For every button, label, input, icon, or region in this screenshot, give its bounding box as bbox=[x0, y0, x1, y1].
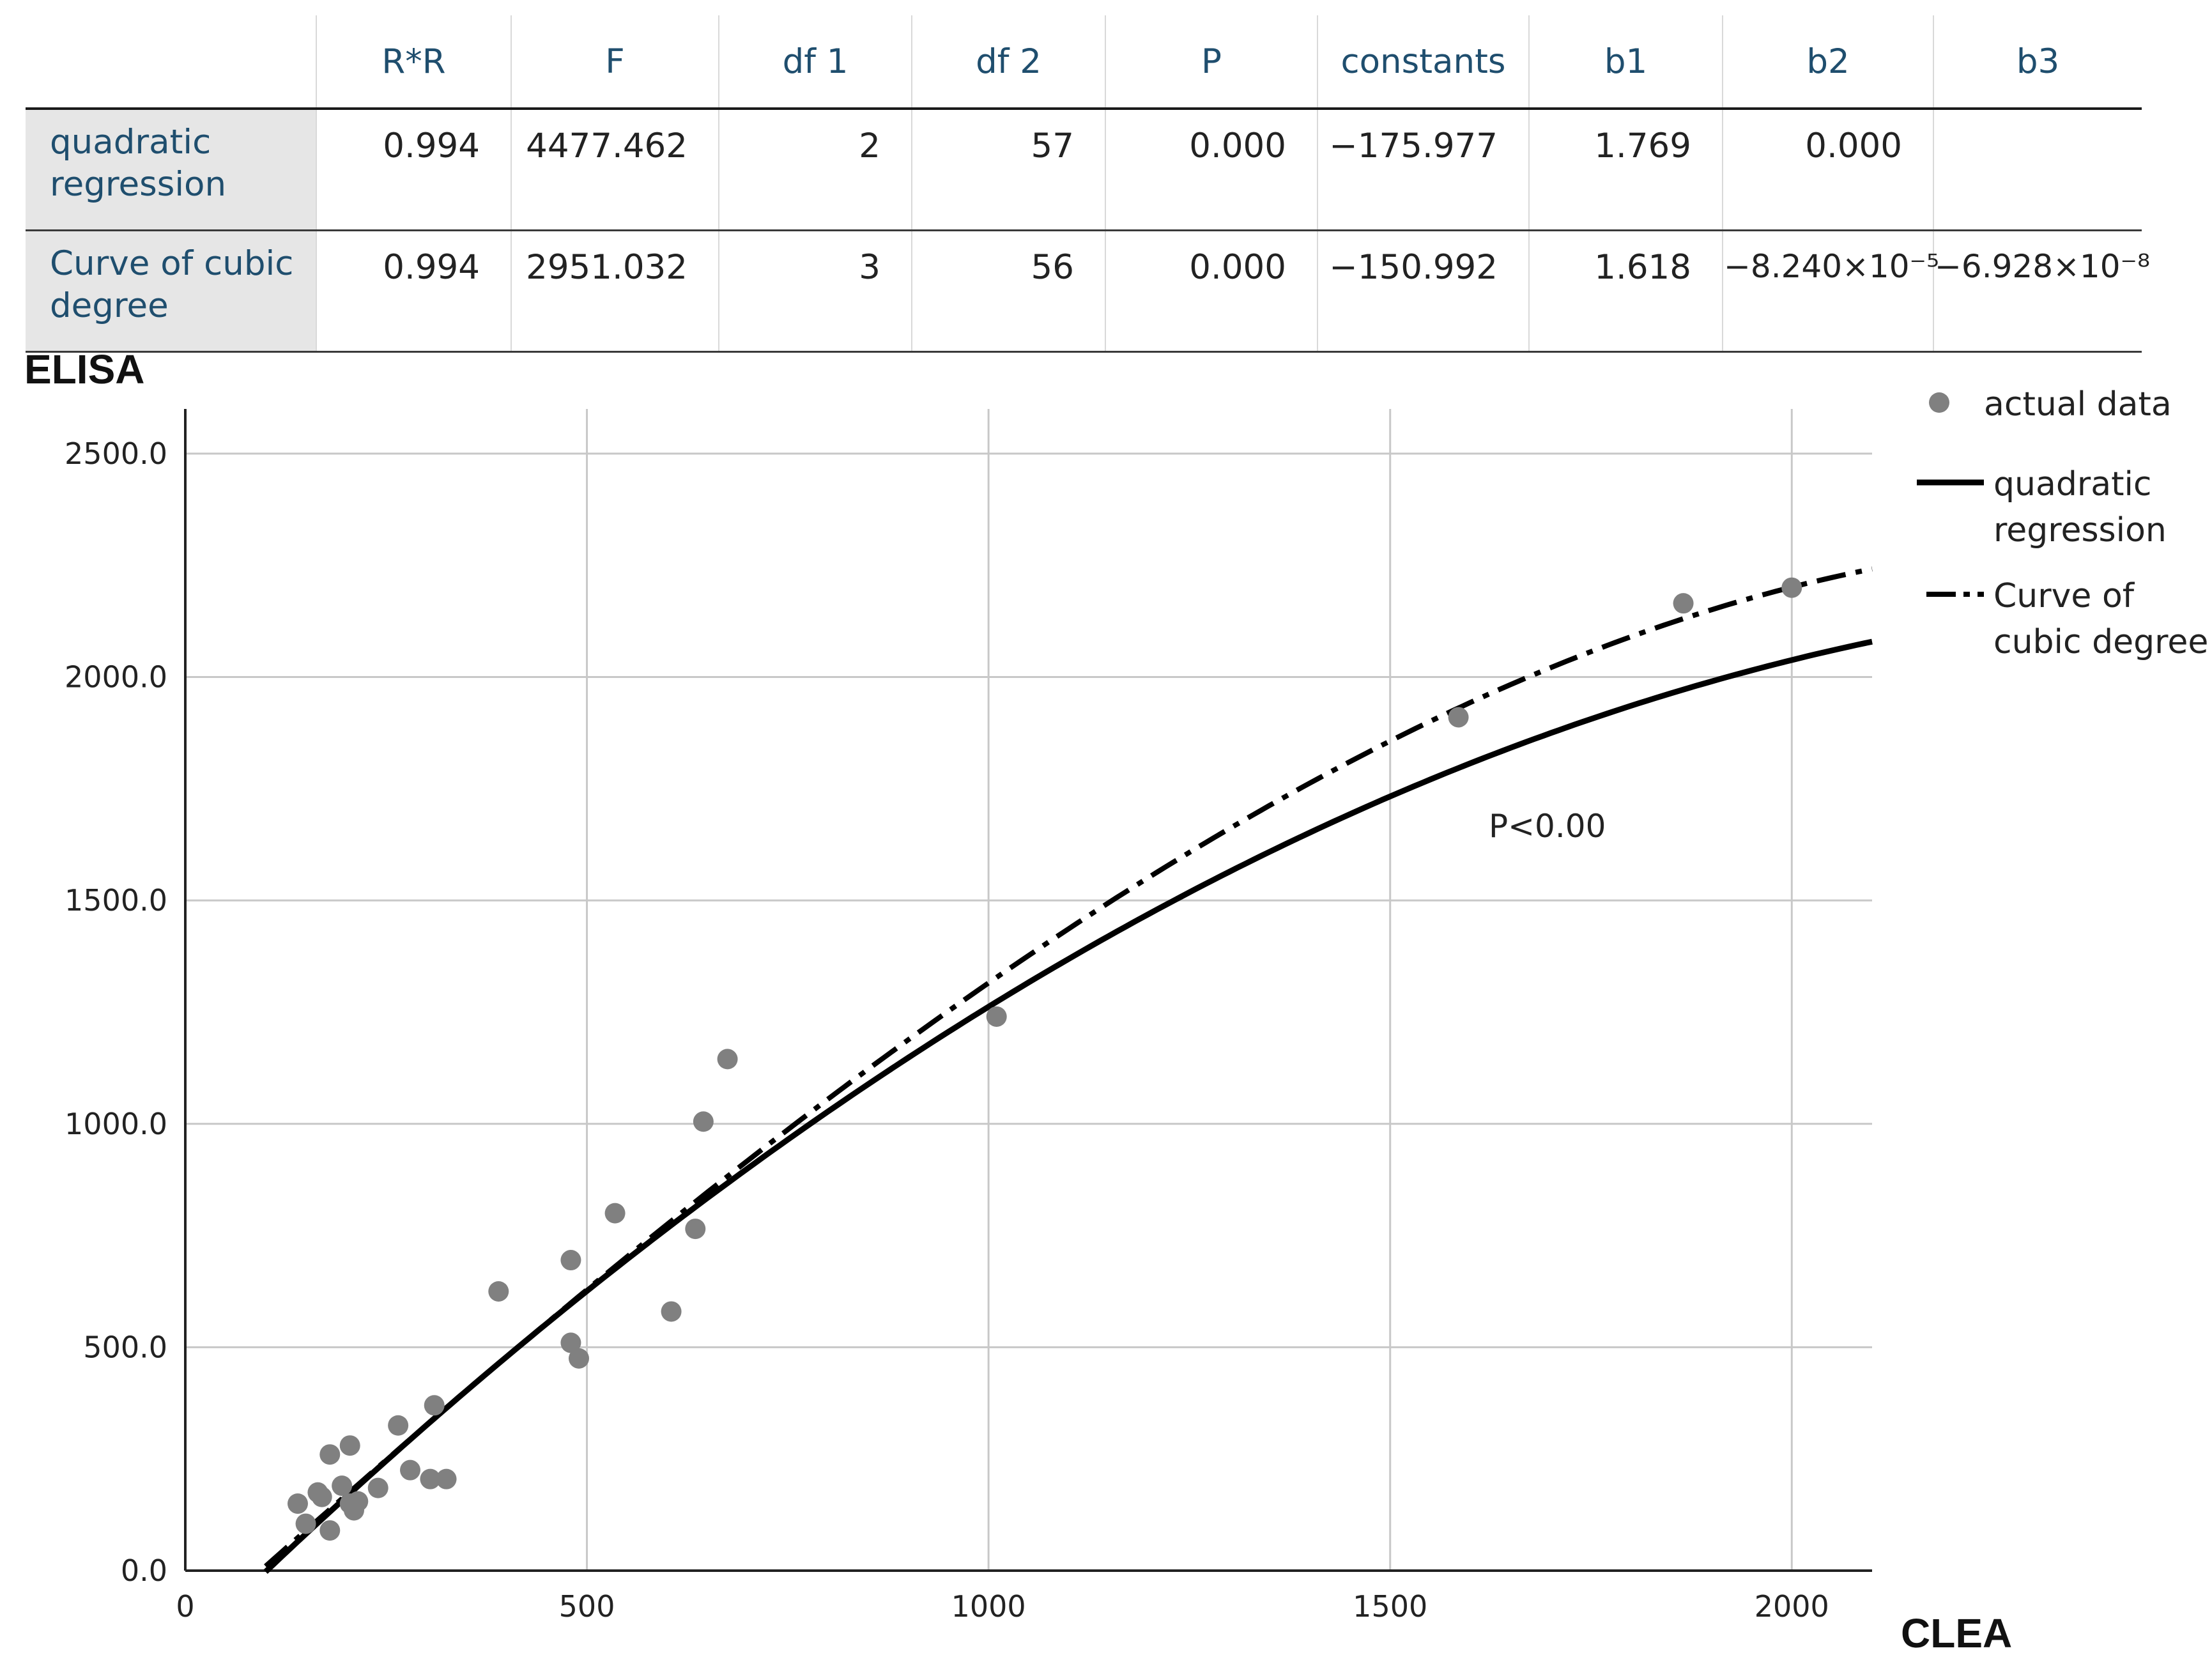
table-cell: −150.992 bbox=[1317, 230, 1529, 353]
data-point bbox=[488, 1281, 509, 1302]
data-point bbox=[569, 1348, 589, 1369]
y-tick-label: 500.0 bbox=[83, 1330, 167, 1364]
data-point bbox=[295, 1513, 316, 1534]
data-point bbox=[560, 1332, 581, 1353]
header-cell bbox=[26, 15, 316, 110]
cubic-curve-line bbox=[264, 566, 1873, 1569]
table-cell: 3 bbox=[718, 230, 912, 353]
y-tick-label: 1000.0 bbox=[65, 1107, 167, 1141]
table-cell bbox=[1933, 109, 2142, 231]
p-value-annotation: P<0.00 bbox=[1489, 808, 1606, 845]
legend-cubic-label: Curve of bbox=[1993, 577, 2135, 615]
table-cell: −175.977 bbox=[1317, 109, 1529, 231]
data-point bbox=[560, 1250, 581, 1271]
header-cell: b3 bbox=[1933, 15, 2142, 110]
table-cell: 57 bbox=[911, 109, 1105, 231]
header-cell: b1 bbox=[1528, 15, 1723, 110]
header-cell: df 2 bbox=[911, 15, 1105, 110]
data-point bbox=[1673, 593, 1694, 614]
data-point bbox=[986, 1006, 1007, 1027]
y-tick-label: 2000.0 bbox=[65, 660, 167, 695]
legend-actual-data-label: actual data bbox=[1984, 385, 2172, 424]
legend-quadratic-label: regression bbox=[1993, 511, 2167, 550]
legend-quadratic-label: quadratic bbox=[1993, 465, 2152, 504]
table-cell: 4477.462 bbox=[511, 109, 719, 231]
regression-table: R*R F df 1 df 2 P constants b1 b2 b3 qua… bbox=[26, 15, 2150, 353]
data-point bbox=[348, 1491, 369, 1512]
axes bbox=[184, 409, 1872, 1572]
table-cell: −8.240×10⁻⁵ bbox=[1722, 230, 1939, 353]
data-point bbox=[685, 1219, 706, 1240]
quadratic-regression-line bbox=[263, 638, 1873, 1574]
x-axis-title: CLEA bbox=[1901, 1610, 2012, 1656]
table-cell: 1.618 bbox=[1528, 230, 1723, 353]
header-cell: P bbox=[1105, 15, 1317, 110]
y-tick-label: 1500.0 bbox=[65, 883, 167, 918]
table-cell: 2 bbox=[718, 109, 912, 231]
table-cell: 56 bbox=[911, 230, 1105, 353]
data-point bbox=[1781, 577, 1802, 598]
legend-marker-point bbox=[1929, 392, 1949, 413]
header-cell: F bbox=[511, 15, 719, 110]
data-point bbox=[436, 1468, 457, 1489]
data-point bbox=[319, 1520, 341, 1541]
table-cell: 2951.032 bbox=[511, 230, 719, 353]
data-point bbox=[288, 1493, 308, 1514]
legend-cubic-label: cubic degree bbox=[1993, 623, 2208, 661]
table-cell: 0.994 bbox=[316, 109, 511, 231]
data-point bbox=[693, 1111, 714, 1132]
data-point bbox=[424, 1395, 445, 1416]
data-point bbox=[319, 1444, 341, 1465]
x-tick-label: 2000 bbox=[1755, 1589, 1829, 1624]
row-label: Curve of cubic degree bbox=[26, 230, 316, 353]
data-point bbox=[1448, 707, 1469, 728]
data-point bbox=[717, 1049, 738, 1070]
data-point bbox=[420, 1468, 441, 1489]
y-axis-title: ELISA bbox=[24, 346, 144, 392]
x-tick-label: 1000 bbox=[951, 1589, 1026, 1624]
header-cell: R*R bbox=[316, 15, 511, 110]
x-tick-label: 0 bbox=[176, 1589, 194, 1624]
tick-labels: 0 500 1000 1500 2000 0.0 500.0 1000.0 1500.0 2000… bbox=[65, 436, 1829, 1624]
grid-lines bbox=[185, 409, 1872, 1571]
table-row: Curve of cubic degree 0.994 2951.032 3 5… bbox=[26, 230, 2150, 353]
table-cell: 0.994 bbox=[316, 230, 511, 353]
y-tick-label: 0.0 bbox=[121, 1553, 167, 1588]
table-cell: 0.000 bbox=[1105, 109, 1317, 231]
data-point bbox=[367, 1477, 388, 1498]
table-cell: −6.928×10⁻⁸ bbox=[1933, 230, 2150, 353]
table-row: quadratic regression 0.994 4477.462 2 57… bbox=[26, 109, 2142, 231]
table-cell: 1.769 bbox=[1528, 109, 1723, 231]
y-tick-label: 2500.0 bbox=[65, 436, 167, 471]
data-point bbox=[604, 1203, 626, 1224]
data-point bbox=[388, 1415, 409, 1436]
header-cell: constants bbox=[1317, 15, 1529, 110]
row-label: quadratic regression bbox=[26, 109, 316, 231]
legend: actual data quadratic regression Curve of cu… bbox=[1917, 385, 2208, 661]
data-point bbox=[400, 1459, 420, 1481]
header-cell: b2 bbox=[1722, 15, 1933, 110]
data-point bbox=[661, 1301, 682, 1322]
table-cell: 0.000 bbox=[1105, 230, 1317, 353]
plot-area bbox=[263, 566, 1873, 1574]
header-cell: df 1 bbox=[718, 15, 912, 110]
data-point bbox=[332, 1475, 353, 1497]
data-point bbox=[311, 1486, 332, 1507]
table-header-row: R*R F df 1 df 2 P constants b1 b2 b3 bbox=[26, 15, 2142, 110]
data-point bbox=[339, 1435, 360, 1456]
x-tick-label: 500 bbox=[559, 1589, 615, 1624]
table-cell: 0.000 bbox=[1722, 109, 1933, 231]
x-tick-label: 1500 bbox=[1353, 1589, 1427, 1624]
